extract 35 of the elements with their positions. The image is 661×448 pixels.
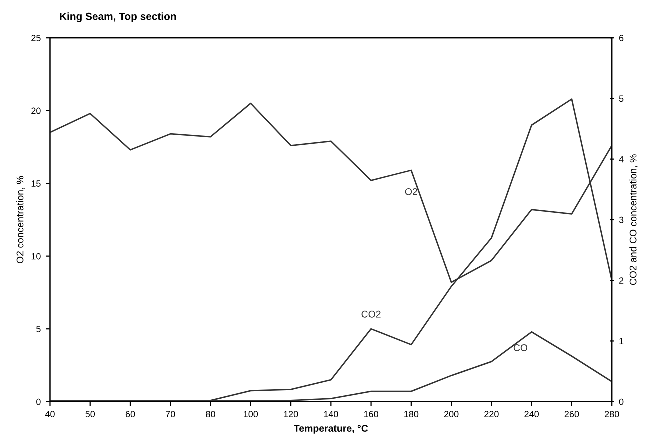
y2-tick-label: 6: [619, 35, 624, 42]
y-tick-label: 5: [36, 326, 41, 332]
y-tick-label: 0: [36, 398, 41, 406]
y-tick-label: 25: [32, 35, 41, 42]
x-tick-label: 50: [86, 411, 96, 418]
x-tick-label: 120: [284, 411, 298, 418]
x-axis-title: Temperature, °C: [294, 425, 368, 434]
series-label: CO2: [362, 310, 381, 318]
x-tick-label: 60: [126, 411, 136, 418]
y-axis-title: O2 concentration, %: [16, 176, 25, 264]
x-tick-label: 140: [324, 411, 338, 418]
x-tick-label: 160: [364, 411, 378, 418]
y2-axis-title: CO2 and CO concentration, %: [630, 154, 638, 286]
series-label: CO: [514, 344, 528, 352]
y2-tick-label: 0: [619, 398, 624, 406]
x-tick-label: 280: [605, 411, 620, 418]
x-tick-label: 100: [244, 411, 258, 418]
x-tick-label: 80: [206, 411, 216, 418]
y-tick-label: 10: [32, 253, 41, 260]
y-tick-label: 20: [32, 108, 41, 114]
chart-title: King Seam, Top section: [60, 12, 176, 22]
y2-tick-label: 1: [620, 338, 624, 344]
x-tick-label: 200: [444, 411, 459, 418]
y2-tick-label: 4: [619, 156, 624, 163]
x-tick-label: 260: [564, 411, 580, 418]
x-tick-label: 180: [404, 411, 419, 418]
y-tick-label: 15: [32, 180, 41, 187]
series-label: O2: [405, 188, 418, 196]
y2-tick-label: 3: [619, 216, 624, 224]
x-tick-label: 220: [484, 411, 499, 418]
y2-tick-label: 2: [619, 278, 624, 284]
x-tick-label: 40: [45, 411, 55, 418]
y2-tick-label: 5: [619, 96, 624, 102]
x-tick-label: 240: [524, 411, 539, 418]
x-tick-label: 70: [166, 411, 176, 418]
